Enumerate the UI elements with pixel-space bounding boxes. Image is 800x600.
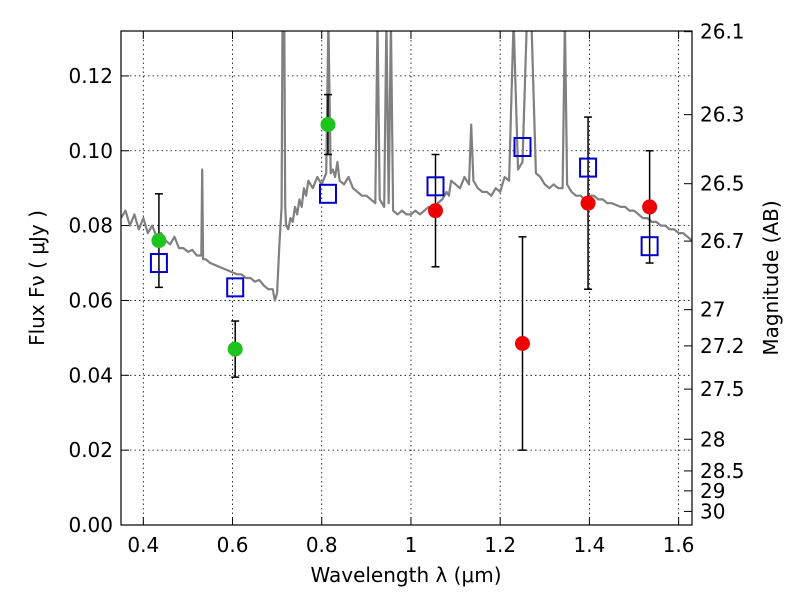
y-axis-ticks: 0.00 0.02 0.04 0.06 0.08 0.10 0.12	[68, 64, 129, 537]
y2-tick-label: 29	[700, 479, 725, 503]
y2-tick-label: 28	[700, 427, 725, 451]
y-tick-label: 0.00	[68, 513, 113, 537]
circle-marker	[151, 233, 167, 249]
square-marker	[318, 183, 337, 204]
x-tick-label: 1.4	[573, 533, 605, 557]
spectrum-layer	[121, 31, 692, 302]
grid-lines	[121, 31, 692, 525]
y2-tick-label: 26.3	[700, 103, 745, 127]
data-markers	[149, 117, 659, 357]
x-tick-label: 0.8	[306, 533, 338, 557]
x-tick-label: 1.2	[484, 533, 516, 557]
circle-marker	[427, 203, 443, 219]
square-marker	[513, 137, 532, 158]
circle-marker	[642, 199, 658, 215]
y2-tick-label: 26.7	[700, 229, 745, 253]
x-tick-label: 0.4	[127, 533, 159, 557]
y-axis-label: Flux Fν ( μJy )	[25, 210, 49, 346]
y2-tick-label: 28.5	[700, 459, 745, 483]
circle-marker	[580, 195, 596, 211]
square-marker	[226, 277, 245, 298]
plot-area	[121, 31, 692, 525]
y2-tick-label: 27.2	[700, 334, 745, 358]
y2-tick-label: 30	[700, 499, 725, 523]
plot-frame	[120, 30, 693, 526]
y-tick-label: 0.10	[68, 139, 113, 163]
square-marker	[426, 176, 445, 197]
circle-marker	[514, 335, 530, 351]
x-tick-label: 1.6	[663, 533, 695, 557]
secondary-y-axis-label: Magnitude (AB)	[759, 200, 783, 355]
circle-marker	[227, 341, 243, 357]
y2-tick-label: 26.1	[700, 20, 745, 44]
x-axis-label: Wavelength λ (μm)	[310, 563, 501, 587]
square-marker	[579, 157, 598, 178]
x-axis-ticks: 0.4 0.6 0.8 1 1.2 1.4 1.6	[127, 31, 695, 557]
x-tick-label: 0.6	[217, 533, 249, 557]
y2-tick-label: 27	[700, 298, 725, 322]
spectrum-line	[121, 31, 692, 302]
y2-tick-label: 27.5	[700, 377, 745, 401]
y-tick-label: 0.06	[68, 288, 113, 312]
square-marker	[149, 253, 168, 274]
y-tick-label: 0.12	[68, 64, 113, 88]
y-tick-label: 0.04	[68, 363, 113, 387]
x-tick-label: 1	[405, 533, 418, 557]
circle-marker	[320, 117, 336, 133]
y-tick-label: 0.02	[68, 438, 113, 462]
y-tick-label: 0.08	[68, 214, 113, 238]
y2-tick-label: 26.5	[700, 172, 745, 196]
square-marker	[640, 236, 659, 257]
